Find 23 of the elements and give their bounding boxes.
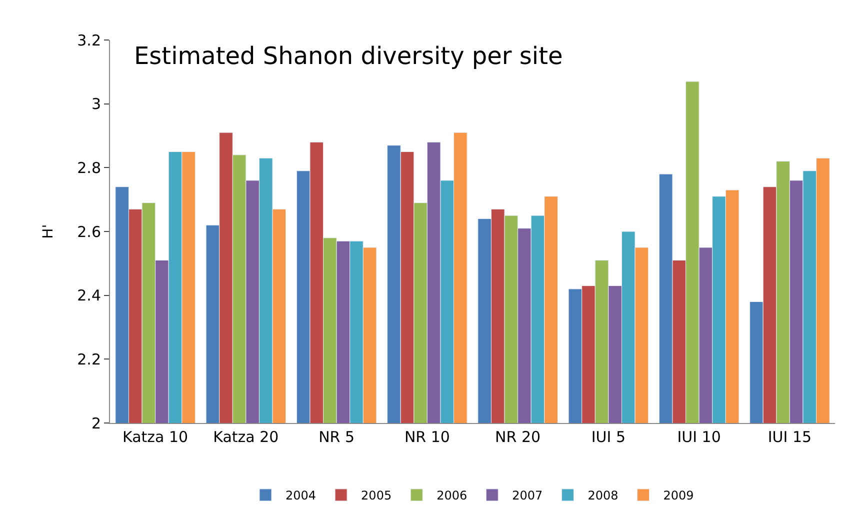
chart-title: Estimated Shanon diversity per site bbox=[134, 42, 563, 70]
x-tick-label: IUI 5 bbox=[591, 428, 626, 446]
y-tick-label: 2.6 bbox=[77, 222, 101, 241]
x-tick-label: Katza 10 bbox=[122, 428, 188, 446]
y-tick-label: 3 bbox=[91, 95, 101, 114]
legend-label: 2006 bbox=[436, 488, 468, 503]
x-tick-label: NR 10 bbox=[404, 428, 450, 446]
legend-label: 2009 bbox=[663, 488, 694, 503]
x-tick-label: Katza 20 bbox=[213, 428, 279, 446]
y-axis-title: H' bbox=[40, 224, 57, 239]
y-tick-label: 2.2 bbox=[77, 350, 101, 368]
legend-label: 2008 bbox=[588, 488, 618, 503]
y-tick-label: 2.4 bbox=[77, 286, 101, 305]
x-tick-label: NR 20 bbox=[495, 428, 541, 446]
x-tick-label: IUI 15 bbox=[768, 428, 812, 446]
y-tick-label: 3.2 bbox=[77, 31, 101, 50]
x-tick-label: IUI 10 bbox=[677, 428, 721, 446]
legend-label: 2007 bbox=[512, 488, 543, 503]
legend-label: 2005 bbox=[361, 488, 392, 503]
legend-label: 2004 bbox=[286, 488, 316, 503]
y-tick-label: 2 bbox=[91, 414, 101, 432]
x-tick-label: NR 5 bbox=[318, 428, 355, 446]
y-tick-label: 2.8 bbox=[77, 158, 101, 177]
